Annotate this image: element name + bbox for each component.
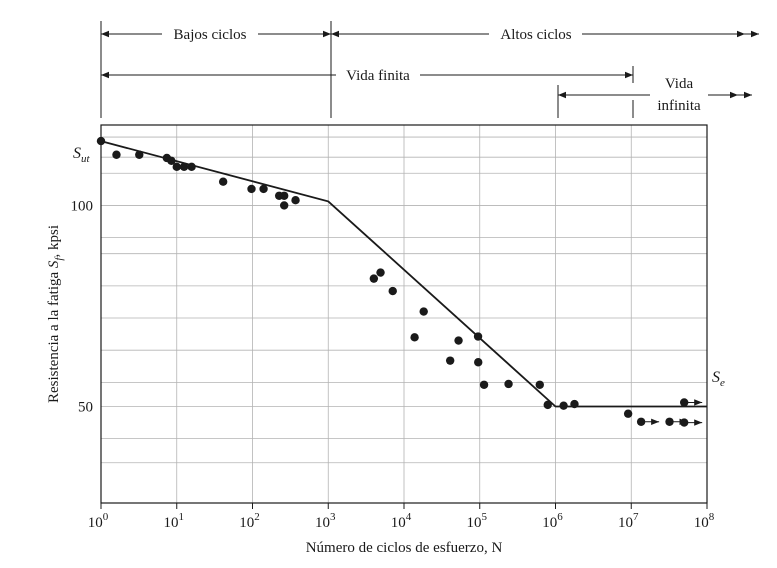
label-bajos-ciclos: Bajos ciclos	[174, 27, 247, 43]
x-tick-label: 101	[164, 511, 185, 531]
label-vida-finita: Vida finita	[346, 68, 410, 84]
data-point	[167, 156, 176, 165]
x-tick-label: 107	[618, 511, 639, 531]
label-vida-infinita-1: Vida	[665, 76, 694, 92]
data-point	[96, 136, 106, 146]
runout-point	[665, 417, 674, 426]
data-point	[279, 201, 289, 210]
label-vida-infinita-2: infinita	[657, 98, 701, 114]
data-point	[291, 195, 300, 205]
data-point	[187, 162, 196, 172]
x-gridlines	[100, 125, 708, 503]
x-tick-labels: 100 101 102 103 104 105 106 107 108	[88, 503, 715, 531]
data-point	[535, 380, 544, 389]
x-tick-label: 103	[315, 511, 336, 531]
label-altos-ciclos: Altos ciclos	[500, 27, 571, 43]
y-axis-label-symbol: S	[46, 260, 62, 268]
y-tick-label: 50	[78, 399, 93, 415]
data-point	[474, 358, 483, 367]
data-point	[247, 184, 256, 194]
trend-line	[100, 140, 707, 408]
data-point	[369, 274, 379, 283]
data-point	[454, 336, 463, 345]
data-point	[479, 380, 489, 389]
data-points	[96, 136, 689, 427]
x-tick-label: 102	[239, 511, 260, 531]
sut-subscript: ut	[81, 153, 91, 165]
sut-symbol: S	[73, 145, 81, 162]
sut-label: Sut	[73, 145, 91, 165]
data-point	[218, 177, 228, 186]
plot-area	[96, 124, 708, 504]
y-axis-label: Resistencia a la fatiga Sf, kpsi	[46, 225, 65, 403]
runout-point	[679, 398, 689, 407]
y-tick-labels: 100 50	[71, 198, 94, 415]
data-point	[504, 379, 513, 389]
se-symbol: S	[712, 369, 720, 386]
data-point	[623, 409, 633, 418]
data-point	[279, 191, 289, 200]
data-point	[473, 332, 483, 341]
x-tick-label: 100	[88, 511, 109, 531]
se-label: Se	[712, 369, 725, 389]
x-axis-label: Número de ciclos de esfuerzo, N	[306, 540, 503, 556]
data-point	[179, 162, 189, 172]
y-tick-label: 100	[71, 198, 94, 214]
y-axis-label-pre: Resistencia a la fatiga	[46, 268, 62, 403]
data-point	[543, 400, 552, 410]
y-axis-label-subscript: f	[53, 256, 65, 261]
x-tick-label: 106	[542, 511, 563, 531]
region-annotations	[100, 21, 759, 118]
data-point	[172, 162, 181, 172]
runout-point	[636, 417, 646, 426]
data-point	[570, 399, 579, 409]
data-point	[388, 286, 397, 296]
se-subscript: e	[720, 377, 725, 389]
x-tick-label: 104	[391, 511, 412, 531]
data-point	[410, 333, 419, 342]
data-point	[419, 307, 428, 316]
x-tick-label: 105	[467, 511, 488, 531]
region-labels: Bajos ciclos Altos ciclos Vida finita Vi…	[174, 27, 701, 114]
x-tick-label: 108	[694, 511, 715, 531]
runout-point	[679, 418, 689, 427]
data-point	[376, 268, 385, 277]
data-point	[135, 150, 144, 159]
data-point	[559, 401, 568, 410]
y-axis-label-post: , kpsi	[46, 225, 62, 258]
data-point	[445, 356, 455, 365]
data-point	[259, 184, 268, 194]
data-point	[112, 150, 121, 159]
